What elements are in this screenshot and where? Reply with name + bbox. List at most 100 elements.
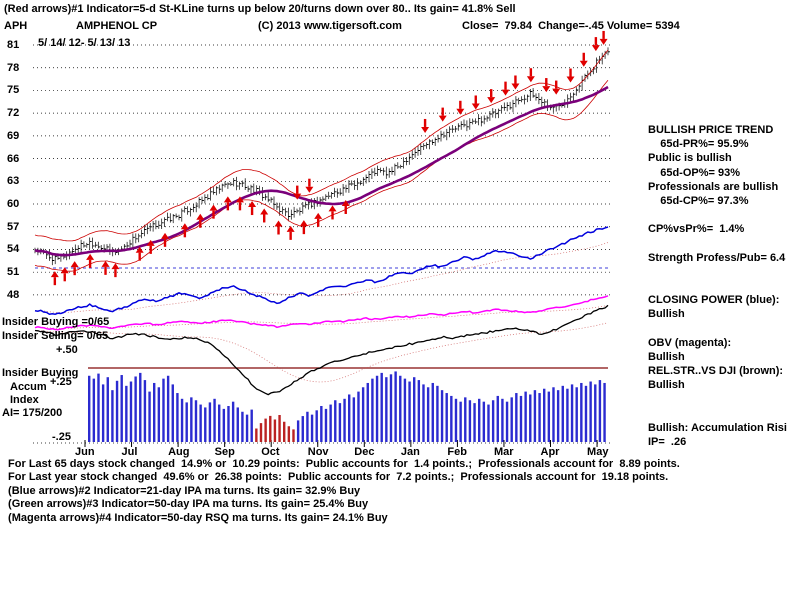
- analysis-line: [648, 209, 800, 223]
- analysis-line: [648, 280, 800, 294]
- accum-bar: [413, 377, 416, 442]
- sell-arrow-icon: [542, 78, 551, 93]
- level-minus25: -.25: [52, 431, 71, 443]
- buy-arrow-icon: [209, 204, 218, 219]
- accum-bar: [153, 382, 156, 442]
- insider-selling-ratio: Insider Selling= 0/65: [2, 330, 109, 342]
- date-range: 5/ 14/ 12- 5/ 13/ 13: [38, 37, 131, 49]
- buy-arrow-icon: [101, 260, 110, 275]
- accum-bar: [231, 401, 235, 442]
- accum-bar: [343, 398, 346, 442]
- accum-bar: [241, 411, 244, 442]
- buy-arrow-icon: [235, 196, 244, 211]
- accum-bar: [194, 400, 198, 442]
- accum-bar: [385, 377, 388, 442]
- accum-bar: [417, 380, 421, 442]
- level-plus50: +.50: [56, 344, 78, 356]
- footer-line: For Last year stock changed 49.6% or 26.…: [5, 471, 669, 484]
- buy-arrow-icon: [341, 199, 350, 214]
- accum-bar: [426, 387, 430, 442]
- accum-bar: [236, 407, 239, 442]
- sell-arrow-icon: [511, 75, 520, 90]
- buy-arrow-icon: [260, 208, 269, 223]
- accum-bar: [120, 375, 123, 442]
- price-tick-label: 66: [7, 152, 20, 165]
- month-label: Jan: [400, 446, 420, 458]
- analysis-panel: BULLISH PRICE TREND 65d-PR%= 95.9% Public…: [648, 124, 800, 450]
- buy-arrow-icon: [86, 253, 95, 268]
- accum-bar: [422, 384, 425, 442]
- accum-bar: [245, 414, 249, 442]
- month-label: Dec: [354, 446, 375, 458]
- summary-footer: For Last 65 days stock changed 14.9% or …: [5, 458, 680, 525]
- accum-bar: [371, 378, 374, 442]
- accum-bar: [348, 394, 351, 442]
- sell-arrow-icon: [456, 100, 465, 115]
- month-label: Mar: [493, 446, 514, 458]
- buy-arrow-icon: [161, 232, 170, 247]
- sell-arrow-icon: [305, 178, 314, 193]
- analysis-line: 65d-PR%= 95.9%: [648, 138, 749, 151]
- buy-arrow-icon: [50, 271, 59, 286]
- sell-arrow-icon: [579, 52, 588, 67]
- accum-bar: [468, 400, 472, 442]
- indicator1-header: (Red arrows)#1 Indicator=5-d St-KLine tu…: [4, 3, 516, 15]
- analysis-line: 65d-CP%= 97.3%: [648, 194, 749, 207]
- analysis-line: [648, 394, 800, 408]
- accum-bar: [101, 384, 105, 442]
- accum-bar: [394, 371, 397, 442]
- accum-bar: [134, 376, 137, 442]
- month-label: May: [587, 446, 609, 458]
- month-label: Nov: [307, 446, 329, 458]
- price-tick-label: 81: [7, 39, 20, 51]
- price-tick-label: 69: [7, 129, 20, 142]
- accum-bar: [575, 387, 578, 442]
- accum-bar: [389, 374, 393, 442]
- accum-bar-negative: [269, 415, 272, 442]
- accum-bar-negative: [255, 428, 258, 442]
- footer-line: (Blue arrows)#2 Indicator=21-day IPA ma …: [5, 484, 361, 497]
- cp-ma-dotted: [34, 242, 609, 313]
- analysis-line: [648, 323, 800, 337]
- accum-bar: [598, 380, 602, 442]
- accum-bar: [603, 382, 606, 442]
- price-tick-label: 57: [7, 220, 20, 233]
- accum-bar: [334, 400, 337, 442]
- accum-bar: [501, 398, 504, 442]
- accum-bar: [366, 382, 369, 442]
- accum-bar: [543, 388, 546, 442]
- buy-arrow-icon: [196, 213, 205, 228]
- accum-bar: [185, 402, 188, 442]
- sell-arrow-icon: [566, 68, 575, 83]
- accum-bar: [227, 406, 230, 442]
- accum-bar: [580, 382, 583, 442]
- accum-bar: [510, 397, 513, 442]
- accum-bar: [357, 391, 360, 442]
- accum-bar: [222, 408, 226, 442]
- accum-label: Accum: [10, 381, 47, 393]
- accum-bar: [482, 401, 486, 442]
- buy-arrow-icon: [146, 239, 155, 254]
- accum-bar: [162, 378, 165, 442]
- sell-arrow-icon: [591, 37, 600, 52]
- accum-bar: [491, 400, 495, 442]
- level-plus25: +.25: [50, 376, 72, 388]
- month-label: Feb: [447, 446, 467, 458]
- accum-bar-negative: [273, 419, 277, 442]
- insider-buying-ratio: Insider Buying =0/65: [2, 316, 110, 328]
- accum-bar: [190, 397, 193, 442]
- ticker-symbol: APH: [4, 20, 28, 32]
- accum-bar: [561, 385, 564, 442]
- accum-bar: [496, 395, 499, 442]
- quote-summary: Close= 79.84 Change=-.45 Volume= 5394: [462, 20, 680, 32]
- sell-arrow-icon: [471, 95, 480, 110]
- accum-bar: [529, 394, 532, 442]
- accum-bar: [166, 375, 170, 442]
- analysis-line: [648, 408, 800, 422]
- accum-bar: [315, 410, 318, 442]
- obv-line: [34, 295, 609, 331]
- sell-arrow-icon: [487, 89, 496, 104]
- rs-ma-dotted: [34, 322, 609, 383]
- analysis-line: 65d-OP%= 93%: [648, 166, 741, 179]
